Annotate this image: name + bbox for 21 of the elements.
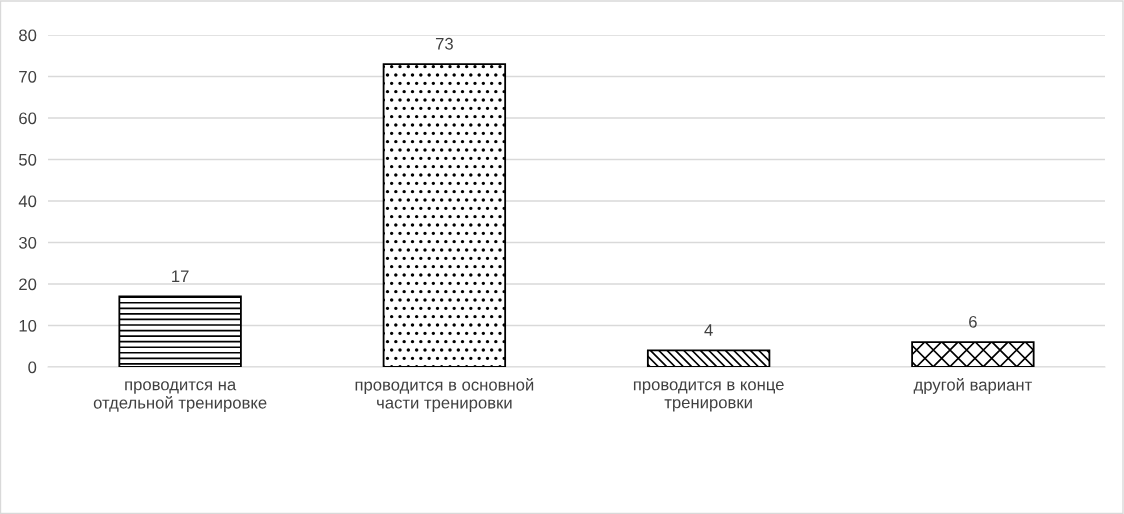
y-tick-label: 10	[19, 319, 37, 332]
y-tick-label: 20	[19, 278, 37, 291]
data-label: 6	[969, 315, 977, 328]
x-tick-label: другой вариант	[913, 378, 1032, 394]
y-tick-label: 80	[19, 29, 37, 42]
bar	[646, 349, 771, 367]
y-tick-label: 0	[28, 361, 37, 374]
bar	[911, 341, 1035, 367]
y-tick-label: 70	[19, 70, 37, 83]
bar	[382, 63, 507, 367]
bar	[118, 295, 242, 367]
x-tick-label: проводится в основной части тренировки	[355, 378, 534, 412]
x-tick-label: проводится на отдельной тренировке	[93, 381, 267, 412]
y-tick-label: 40	[18, 195, 37, 208]
y-tick-label: 50	[19, 153, 37, 166]
y-tick-label: 60	[19, 112, 37, 125]
y-tick-label: 30	[18, 236, 37, 249]
data-label: 73	[435, 37, 453, 50]
x-tick-label: проводится в конце тренировки	[633, 381, 784, 412]
data-label: 17	[172, 270, 189, 282]
data-label: 4	[704, 324, 713, 336]
